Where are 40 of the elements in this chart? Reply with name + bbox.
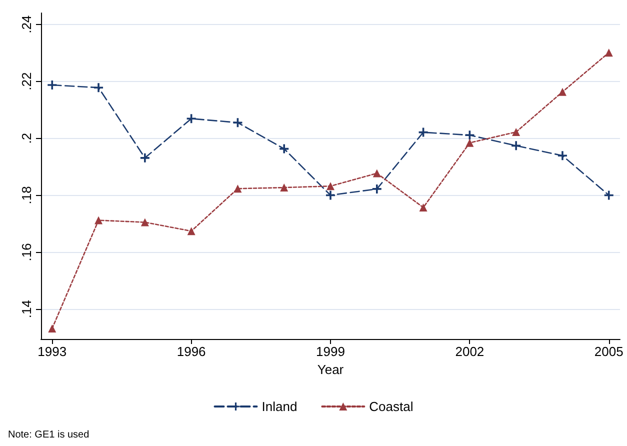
x-tick-label: 2005 [594, 344, 624, 359]
point [326, 190, 335, 200]
legend-label: Inland [262, 399, 298, 414]
point [466, 138, 474, 147]
point [558, 88, 566, 96]
y-tick-label: .14 [19, 300, 34, 318]
point [419, 203, 428, 212]
x-tick-label: 1999 [316, 344, 345, 359]
y-tick-label: .24 [19, 15, 34, 34]
point [604, 190, 614, 200]
x-axis-title: Year [317, 362, 344, 377]
x-tick-label: 1996 [176, 344, 206, 359]
point [94, 216, 103, 224]
point [558, 151, 567, 160]
point [326, 182, 334, 190]
point [234, 184, 242, 193]
legend-label: Coastal [369, 399, 414, 414]
point [233, 118, 242, 128]
point [48, 324, 56, 332]
y-tick-label: .22 [19, 72, 34, 90]
point [186, 114, 196, 124]
point [604, 48, 613, 57]
point [94, 83, 104, 92]
y-tick-label: .16 [19, 243, 34, 262]
point [512, 128, 520, 136]
point [140, 218, 149, 226]
point [187, 227, 196, 236]
y-tick-label: .18 [19, 186, 34, 204]
point [48, 80, 57, 90]
text: Note: GE1 is used [8, 430, 90, 440]
point [512, 141, 521, 150]
point [372, 184, 382, 194]
point [280, 144, 289, 154]
point [465, 130, 474, 140]
x-tick-label: 1993 [38, 344, 67, 359]
y-tick-label: .2 [19, 132, 34, 144]
point [280, 184, 288, 192]
point [140, 153, 150, 162]
x-tick-label: 2002 [455, 344, 484, 359]
point [372, 169, 381, 178]
